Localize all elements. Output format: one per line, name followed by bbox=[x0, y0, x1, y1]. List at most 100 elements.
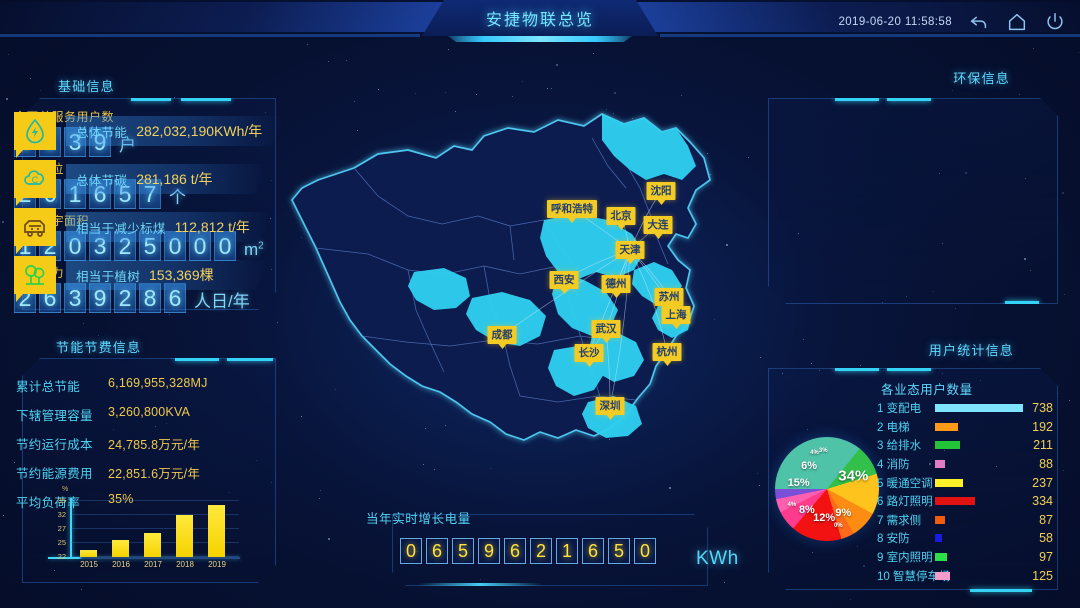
savings-row-key: 累计总节能 bbox=[16, 380, 81, 394]
counter-digit: 5 bbox=[452, 538, 474, 564]
map-city-label[interactable]: 上海 bbox=[661, 306, 691, 329]
env-info-value-bar: 相当于植树 153,369棵 bbox=[66, 260, 268, 290]
panel-dash-d bbox=[227, 357, 273, 361]
savings-row: 下辖管理容量 3,260,800KVA bbox=[16, 405, 240, 424]
svg-text:C: C bbox=[32, 175, 39, 185]
power-icon[interactable] bbox=[1044, 11, 1066, 33]
bar-chart-x-axis bbox=[48, 557, 240, 559]
business-type-label: 4 消防 bbox=[877, 459, 910, 472]
bar-chart-x-tick: 2015 bbox=[80, 560, 98, 569]
counter-digit: 6 bbox=[582, 538, 604, 564]
bar-track bbox=[935, 418, 1023, 436]
counter-digit: 0 bbox=[400, 538, 422, 564]
map-city-label[interactable]: 长沙 bbox=[574, 344, 604, 367]
business-type-bar bbox=[935, 572, 950, 580]
env-info-row-value: 112,812 t/年 bbox=[174, 219, 250, 235]
env-info-value-bar: 相当于减少标煤 112,812 t/年 bbox=[66, 212, 272, 242]
business-type-bar bbox=[935, 534, 942, 542]
business-type-value: 738 bbox=[1032, 401, 1053, 416]
user-stats-subtitle: 各业态用户数量 bbox=[881, 383, 973, 397]
panel-dash-f bbox=[887, 97, 931, 101]
header-right-controls: 2019-06-20 11:58:58 bbox=[838, 0, 1066, 44]
savings-row-value: 3,260,800KVA bbox=[108, 405, 191, 419]
counter-digit: 2 bbox=[530, 538, 552, 564]
user-stats-panel: 各业态用户数量 34% 9% 0% 12% 8% 4% 15% 6% 4% 3% 1 变配电 73… bbox=[768, 368, 1058, 590]
env-info-row: 相当于减少标煤 112,812 t/年 bbox=[14, 208, 1044, 254]
business-type-label: 2 电梯 bbox=[877, 421, 910, 434]
list-item[interactable]: 2 电梯 192 bbox=[877, 418, 1053, 437]
pie-slice-label: 9% bbox=[835, 507, 852, 520]
bar-chart-y-unit: % bbox=[62, 486, 69, 493]
savings-row-key: 节约能源费用 bbox=[16, 467, 93, 481]
undo-icon[interactable] bbox=[968, 11, 990, 33]
counter-label: 当年实时增长电量 bbox=[366, 512, 471, 526]
list-item[interactable]: 7 需求侧 87 bbox=[877, 511, 1053, 530]
business-type-bar bbox=[935, 553, 947, 561]
business-type-bar bbox=[935, 404, 1023, 412]
business-type-value: 211 bbox=[1033, 438, 1053, 453]
digit-cell: 6 bbox=[89, 179, 111, 209]
savings-row-value: 6,169,955,328MJ bbox=[108, 376, 208, 390]
panel-dash-i bbox=[887, 367, 931, 371]
bar-chart-bar bbox=[144, 532, 161, 557]
map-city-label[interactable]: 杭州 bbox=[652, 343, 682, 366]
map-city-label[interactable]: 呼和浩特 bbox=[547, 200, 597, 223]
panel-dash-a bbox=[131, 97, 171, 101]
map-city-label[interactable]: 武汉 bbox=[591, 320, 621, 343]
bar-chart-x-tick: 2019 bbox=[208, 560, 226, 569]
list-item[interactable]: 1 变配电 738 bbox=[877, 399, 1053, 418]
business-type-label: 8 安防 bbox=[877, 533, 910, 546]
business-type-value: 58 bbox=[1039, 531, 1053, 546]
home-icon[interactable] bbox=[1006, 11, 1028, 33]
env-info-row-value: 153,369棵 bbox=[149, 267, 214, 283]
business-type-value: 88 bbox=[1039, 457, 1053, 472]
list-item[interactable]: 5 暖通空调 237 bbox=[877, 473, 1053, 492]
map-city-label[interactable]: 北京 bbox=[606, 207, 636, 230]
map-city-label[interactable]: 大连 bbox=[643, 216, 673, 239]
pie-slice-label: 4% bbox=[787, 501, 797, 508]
pie-slice-label: 4% bbox=[810, 449, 819, 456]
digit-cell: 0 bbox=[64, 231, 86, 261]
map-city-label[interactable]: 成都 bbox=[487, 326, 517, 349]
energy-drop-icon bbox=[14, 112, 56, 158]
digit-cell: 5 bbox=[114, 179, 136, 209]
business-type-bar bbox=[935, 516, 945, 524]
business-type-bar bbox=[935, 423, 958, 431]
map-city-label[interactable]: 天津 bbox=[615, 241, 645, 264]
map-city-label[interactable]: 深圳 bbox=[595, 397, 625, 420]
list-item[interactable]: 8 安防 58 bbox=[877, 529, 1053, 548]
business-type-pie-chart[interactable]: 34% 9% 0% 12% 8% 4% 15% 6% 4% 3% bbox=[775, 437, 879, 541]
list-item[interactable]: 9 室内照明 97 bbox=[877, 548, 1053, 567]
bar-chart-y-tick: 27 bbox=[57, 524, 66, 533]
map-city-label[interactable]: 德州 bbox=[601, 275, 631, 298]
map-city-label[interactable]: 沈阳 bbox=[646, 182, 676, 205]
bar-chart-x-tick: 2017 bbox=[144, 560, 162, 569]
env-info-row: C 总体节碳 281,186 t/年 bbox=[14, 160, 1044, 206]
bar-track bbox=[935, 529, 1023, 547]
list-item[interactable]: 3 给排水 211 bbox=[877, 436, 1053, 455]
trees-icon bbox=[14, 256, 56, 302]
list-item[interactable]: 6 路灯照明 334 bbox=[877, 492, 1053, 511]
digit-cell: 7 bbox=[139, 179, 161, 209]
map-city-label[interactable]: 西安 bbox=[549, 271, 579, 294]
env-info-row-key: 总体节能 bbox=[76, 125, 128, 140]
bar-track bbox=[935, 474, 1023, 492]
env-info-row: 相当于植树 153,369棵 bbox=[14, 256, 1044, 302]
pie-slice-label: 3% bbox=[818, 447, 828, 454]
bar-chart-x-tick: 2016 bbox=[112, 560, 130, 569]
basic-info-row-unit: m2 bbox=[244, 240, 264, 259]
bar-chart-y-tick: 32 bbox=[57, 510, 66, 519]
digit-cell: 0 bbox=[214, 231, 236, 261]
savings-row: 累计总节能 6,169,955,328MJ bbox=[16, 376, 240, 395]
bar-chart-gridline bbox=[71, 514, 239, 515]
digit-cell: 1 bbox=[64, 179, 86, 209]
pie-slice-label: 0% bbox=[833, 522, 843, 529]
bar-track bbox=[935, 455, 1023, 473]
header-tick-right bbox=[660, 34, 1080, 37]
panel-dash-j bbox=[970, 589, 1032, 592]
china-map[interactable]: 沈阳 呼和浩特 北京 大连 天津 西安 德州 苏州 上海 成都 武汉 杭州 长沙 深圳 bbox=[258, 84, 728, 504]
list-item[interactable]: 10 智慧停车场 125 bbox=[877, 566, 1053, 585]
list-item[interactable]: 4 消防 88 bbox=[877, 455, 1053, 474]
business-type-bar bbox=[935, 479, 963, 487]
pie-slice-label: 15% bbox=[787, 476, 810, 489]
